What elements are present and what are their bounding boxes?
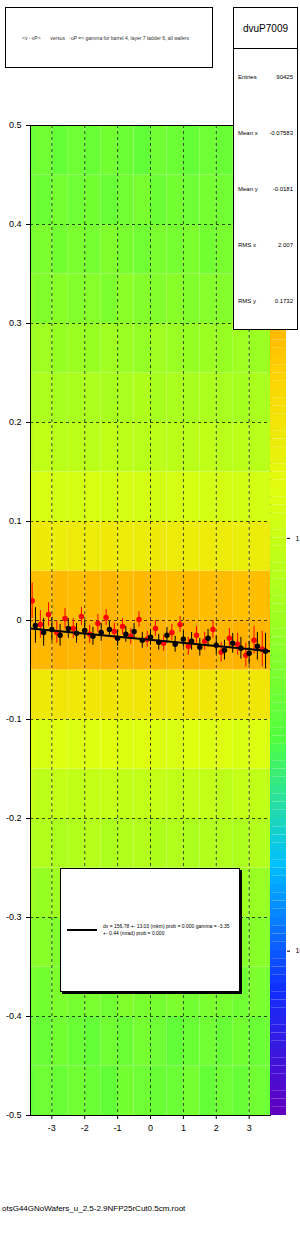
svg-text:0.5: 0.5 (9, 120, 22, 130)
html-text:-0.07583: -0.07583 (269, 130, 293, 136)
svg-text:10⁻¹: 10⁻¹ (296, 947, 300, 954)
svg-text:0.4: 0.4 (9, 219, 22, 229)
svg-text:0.2: 0.2 (9, 417, 22, 427)
html-text:Mean y: Mean y (238, 186, 258, 192)
html-text:RMS x: RMS x (238, 242, 256, 248)
html-text:0.1732: 0.1732 (274, 298, 293, 304)
svg-text:-0.2: -0.2 (6, 813, 22, 823)
html-text:90425: 90425 (276, 74, 293, 80)
html-text:dvuP7009: dvuP7009 (243, 22, 288, 34)
svg-text:0: 0 (16, 615, 21, 625)
html-text:-0.0181: -0.0181 (272, 186, 293, 192)
svg-text:1: 1 (181, 1123, 186, 1133)
html-text:RMS y: RMS y (238, 298, 256, 304)
svg-text:1: 1 (296, 535, 300, 542)
svg-text:2: 2 (214, 1123, 219, 1133)
html-text:Mean x: Mean x (238, 130, 258, 136)
html-text:2.007: 2.007 (278, 242, 293, 248)
svg-text:-1: -1 (114, 1123, 122, 1133)
html-text:Entries: Entries (238, 74, 257, 80)
svg-text:-0.4: -0.4 (6, 1011, 22, 1021)
svg-text:0.1: 0.1 (9, 516, 22, 526)
svg-text:0.3: 0.3 (9, 318, 22, 328)
svg-text:-0.1: -0.1 (6, 714, 22, 724)
svg-text:-3: -3 (48, 1123, 56, 1133)
svg-text:-0.3: -0.3 (6, 912, 22, 922)
svg-text:3: 3 (247, 1123, 252, 1133)
svg-text:0: 0 (148, 1123, 153, 1133)
html-text:otsG44GNoWafers_u_2.5-2.9NFP25: otsG44GNoWafers_u_2.5-2.9NFP25rCut0.5cm.… (2, 1204, 186, 1213)
html-text:<v - vP> versus -uP => gamma f: <v - vP> versus -uP => gamma for barrel … (22, 34, 189, 41)
svg-text:-0.5: -0.5 (6, 1110, 22, 1120)
svg-text:-2: -2 (81, 1123, 89, 1133)
html-text:dv = 156.78 +- 13.03 (mkm) pro: dv = 156.78 +- 13.03 (mkm) prob = 0.000 … (103, 923, 230, 936)
